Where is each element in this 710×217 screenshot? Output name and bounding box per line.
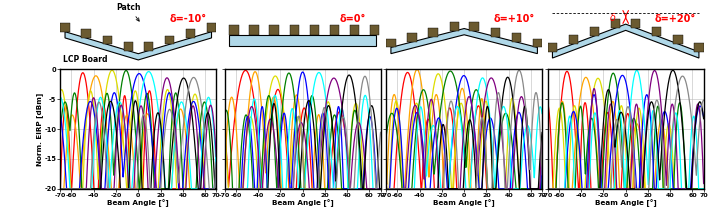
Bar	[310, 25, 319, 35]
Bar	[631, 19, 640, 28]
Bar	[60, 23, 70, 32]
Bar	[290, 25, 299, 35]
Bar	[370, 25, 379, 35]
Y-axis label: Norm. EIRP [dBm]: Norm. EIRP [dBm]	[36, 92, 43, 166]
Bar	[249, 25, 258, 35]
Bar	[491, 28, 500, 36]
Bar	[229, 25, 239, 35]
Bar	[124, 42, 133, 51]
Polygon shape	[65, 32, 212, 60]
Bar	[512, 33, 521, 42]
Bar	[548, 43, 557, 52]
Bar	[449, 22, 459, 31]
Text: δ=0°: δ=0°	[339, 14, 366, 24]
Text: Patch: Patch	[116, 3, 141, 21]
Bar	[386, 39, 395, 48]
Bar	[611, 19, 621, 28]
X-axis label: Beam Angle [°]: Beam Angle [°]	[272, 199, 334, 207]
Text: δ=-10°: δ=-10°	[170, 14, 207, 24]
Bar	[329, 25, 339, 35]
Bar	[569, 35, 578, 44]
Bar	[408, 33, 417, 42]
Polygon shape	[229, 35, 376, 46]
Bar	[165, 36, 174, 44]
Text: δ=+10°: δ=+10°	[493, 14, 535, 24]
Bar	[102, 36, 112, 44]
Bar	[186, 29, 195, 38]
Bar	[207, 23, 216, 32]
X-axis label: Beam Angle [°]: Beam Angle [°]	[595, 199, 657, 207]
Bar	[673, 35, 682, 44]
Bar	[694, 43, 704, 52]
Bar	[532, 39, 542, 48]
Bar	[143, 42, 153, 51]
Bar	[82, 29, 91, 38]
Text: LCP Board: LCP Board	[63, 55, 108, 64]
Bar	[590, 27, 599, 36]
Bar	[428, 28, 438, 36]
Bar	[652, 27, 662, 36]
Polygon shape	[391, 29, 537, 54]
Bar	[270, 25, 279, 35]
X-axis label: Beam Angle [°]: Beam Angle [°]	[433, 199, 495, 207]
Text: δ=+20°: δ=+20°	[655, 14, 697, 24]
X-axis label: Beam Angle [°]: Beam Angle [°]	[107, 199, 169, 207]
Bar	[349, 25, 359, 35]
Polygon shape	[552, 24, 699, 58]
Text: $\delta$: $\delta$	[609, 11, 617, 23]
Bar	[469, 22, 479, 31]
